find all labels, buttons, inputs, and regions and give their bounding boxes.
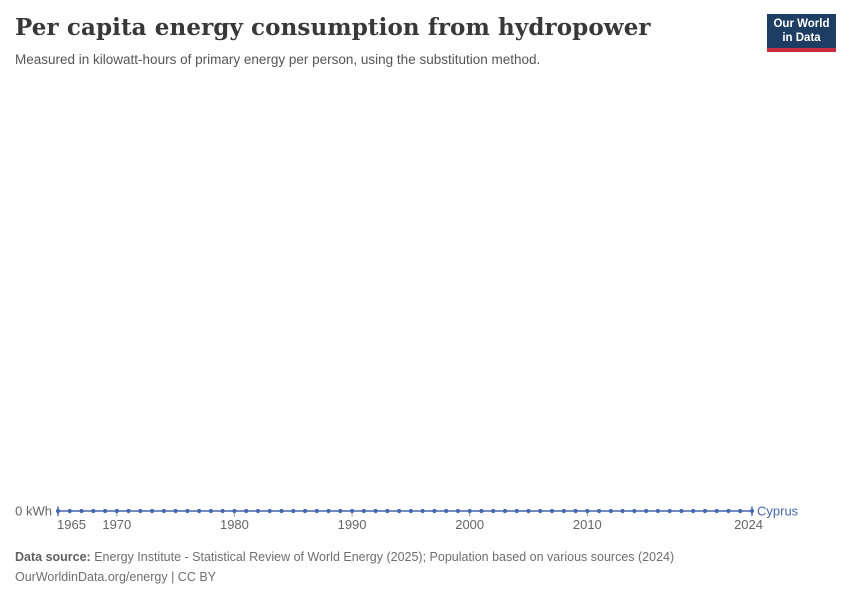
- x-axis-label-1980: 1980: [220, 517, 249, 532]
- data-point-1983[interactable]: [267, 508, 272, 514]
- data-point-1992[interactable]: [373, 508, 378, 514]
- data-point-2008[interactable]: [561, 508, 566, 514]
- data-point-2014[interactable]: [632, 508, 637, 514]
- page-title: Per capita energy consumption from hydro…: [15, 14, 651, 41]
- data-point-1977[interactable]: [197, 508, 202, 514]
- x-axis-label-1970: 1970: [102, 517, 131, 532]
- data-point-1995[interactable]: [408, 508, 413, 514]
- data-point-1987[interactable]: [314, 508, 319, 514]
- data-point-2013[interactable]: [620, 508, 625, 514]
- chart-footer: Data source: Energy Institute - Statisti…: [15, 547, 835, 587]
- license-line[interactable]: OurWorldinData.org/energy | CC BY: [15, 570, 217, 584]
- x-axis-label-2000: 2000: [455, 517, 484, 532]
- data-point-2020[interactable]: [702, 508, 708, 514]
- data-point-1998[interactable]: [444, 508, 449, 514]
- data-point-2022[interactable]: [726, 508, 731, 514]
- data-point-1990[interactable]: [349, 508, 355, 514]
- x-axis-label-2024: 2024: [734, 517, 763, 532]
- data-point-2023[interactable]: [738, 508, 743, 514]
- data-point-1967[interactable]: [79, 508, 84, 514]
- data-point-2011[interactable]: [596, 508, 602, 514]
- data-source-label: Data source:: [15, 550, 91, 564]
- data-point-1965[interactable]: [55, 508, 61, 514]
- data-point-2006[interactable]: [538, 508, 543, 514]
- data-point-2001[interactable]: [479, 508, 484, 514]
- data-point-1966[interactable]: [67, 508, 72, 514]
- data-point-1985[interactable]: [291, 508, 296, 514]
- owid-logo-line1: Our World: [773, 17, 830, 30]
- data-point-1988[interactable]: [326, 508, 331, 514]
- data-point-1989[interactable]: [338, 508, 343, 514]
- data-point-1993[interactable]: [385, 508, 390, 514]
- data-point-1999[interactable]: [455, 508, 461, 514]
- y-axis-zero-label: 0 kWh: [15, 504, 52, 519]
- data-point-1978[interactable]: [208, 508, 214, 514]
- data-point-1984[interactable]: [279, 508, 284, 514]
- data-source-text: Energy Institute - Statistical Review of…: [90, 550, 675, 564]
- chart-subtitle: Measured in kilowatt-hours of primary en…: [15, 51, 541, 67]
- data-point-1970[interactable]: [114, 508, 119, 514]
- data-point-1986[interactable]: [302, 508, 308, 514]
- entity-label-cyprus[interactable]: Cyprus: [757, 504, 799, 519]
- data-point-1980[interactable]: [232, 508, 237, 514]
- data-point-2010[interactable]: [585, 508, 590, 514]
- x-axis-label-1990: 1990: [338, 517, 367, 532]
- data-point-2015[interactable]: [644, 508, 649, 514]
- data-point-1994[interactable]: [397, 508, 402, 514]
- data-point-2019[interactable]: [691, 508, 696, 514]
- data-point-1974[interactable]: [161, 508, 166, 514]
- data-point-1968[interactable]: [91, 508, 96, 514]
- data-point-1997[interactable]: [432, 508, 437, 514]
- data-point-1975[interactable]: [173, 508, 178, 514]
- data-point-2017[interactable]: [667, 508, 672, 514]
- data-point-1979[interactable]: [220, 508, 225, 514]
- data-point-2018[interactable]: [679, 508, 684, 514]
- data-point-2009[interactable]: [573, 508, 578, 514]
- data-source-line: Data source: Energy Institute - Statisti…: [15, 547, 835, 567]
- chart-header: Per capita energy consumption from hydro…: [15, 14, 836, 69]
- owid-logo[interactable]: Our World in Data: [767, 14, 836, 52]
- data-point-1971[interactable]: [126, 508, 131, 514]
- data-point-2002[interactable]: [491, 508, 496, 514]
- data-point-2003[interactable]: [502, 508, 508, 514]
- data-point-2000[interactable]: [467, 508, 472, 514]
- data-point-1996[interactable]: [420, 508, 425, 514]
- data-point-1976[interactable]: [185, 508, 190, 514]
- owid-logo-line2: in Data: [782, 32, 821, 44]
- data-point-2016[interactable]: [655, 508, 660, 514]
- data-point-1972[interactable]: [138, 508, 143, 514]
- data-point-1982[interactable]: [255, 508, 261, 514]
- data-point-1973[interactable]: [150, 508, 155, 514]
- data-point-2024[interactable]: [749, 508, 755, 514]
- header-text: Per capita energy consumption from hydro…: [15, 14, 651, 69]
- data-point-1969[interactable]: [102, 508, 108, 514]
- data-point-1981[interactable]: [244, 508, 249, 514]
- data-point-2004[interactable]: [514, 508, 519, 514]
- data-point-2012[interactable]: [608, 508, 613, 514]
- data-point-2021[interactable]: [714, 508, 719, 514]
- data-point-2007[interactable]: [549, 508, 555, 514]
- x-axis-label-2010: 2010: [573, 517, 602, 532]
- x-axis-label-1965: 1965: [57, 517, 86, 532]
- data-point-1991[interactable]: [361, 508, 366, 514]
- data-point-2005[interactable]: [526, 508, 531, 514]
